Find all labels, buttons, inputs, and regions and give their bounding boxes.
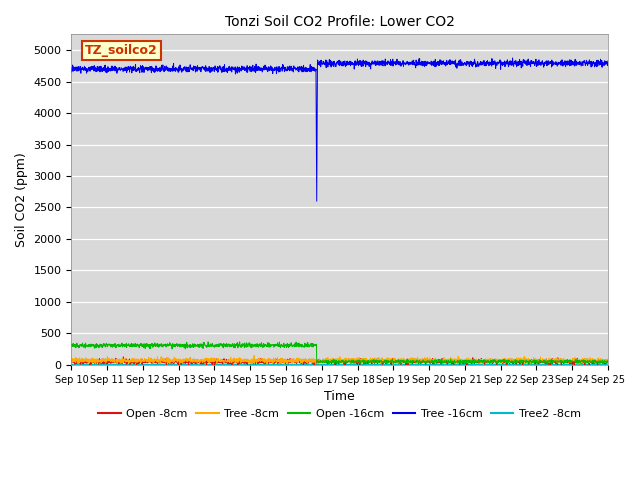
- Open -8cm: [356, 359, 364, 365]
- Legend: Open -8cm, Tree -8cm, Open -16cm, Tree -16cm, Tree2 -8cm: Open -8cm, Tree -8cm, Open -16cm, Tree -…: [94, 405, 586, 424]
- Tree2 -8cm: [355, 361, 363, 367]
- Tree -8cm: [355, 356, 363, 362]
- Open -16cm: [367, 359, 375, 365]
- Tree2 -8cm: [367, 362, 375, 368]
- Tree -16cm: [572, 61, 580, 67]
- Line: Open -16cm: Open -16cm: [72, 342, 608, 364]
- Line: Tree2 -8cm: Tree2 -8cm: [72, 364, 608, 365]
- Open -16cm: [68, 343, 76, 348]
- X-axis label: Time: Time: [324, 390, 355, 403]
- Open -8cm: [120, 354, 127, 360]
- Open -8cm: [218, 359, 225, 364]
- Tree -8cm: [604, 358, 612, 364]
- Open -8cm: [557, 358, 565, 364]
- Tree -16cm: [496, 60, 504, 65]
- Line: Tree -16cm: Tree -16cm: [72, 58, 608, 201]
- Open -8cm: [496, 360, 504, 366]
- Open -16cm: [557, 359, 565, 364]
- Open -16cm: [355, 359, 363, 365]
- Open -8cm: [68, 358, 76, 364]
- Tree -8cm: [367, 355, 375, 361]
- Line: Tree -8cm: Tree -8cm: [72, 356, 608, 364]
- Open -16cm: [604, 358, 612, 364]
- Tree2 -8cm: [496, 361, 504, 367]
- Tree -16cm: [68, 65, 76, 71]
- Open -16cm: [236, 339, 243, 345]
- Tree -8cm: [574, 361, 582, 367]
- Tree2 -8cm: [91, 361, 99, 367]
- Open -8cm: [572, 358, 580, 363]
- Tree -8cm: [572, 358, 580, 363]
- Tree -8cm: [217, 357, 225, 362]
- Open -8cm: [367, 360, 375, 365]
- Tree -8cm: [250, 353, 258, 359]
- Tree -16cm: [313, 198, 321, 204]
- Tree2 -8cm: [557, 362, 564, 368]
- Tree2 -8cm: [570, 362, 577, 368]
- Open -8cm: [604, 358, 612, 364]
- Open -16cm: [496, 359, 504, 364]
- Tree -16cm: [355, 62, 363, 68]
- Tree2 -8cm: [68, 361, 76, 367]
- Open -16cm: [572, 357, 580, 362]
- Tree -16cm: [509, 55, 516, 61]
- Tree2 -8cm: [604, 361, 612, 367]
- Tree -16cm: [217, 67, 225, 73]
- Tree -16cm: [557, 62, 565, 68]
- Tree2 -8cm: [572, 362, 580, 368]
- Tree -8cm: [68, 359, 76, 365]
- Open -16cm: [462, 361, 470, 367]
- Tree -16cm: [604, 58, 612, 64]
- Text: TZ_soilco2: TZ_soilco2: [85, 44, 157, 57]
- Y-axis label: Soil CO2 (ppm): Soil CO2 (ppm): [15, 152, 28, 247]
- Tree2 -8cm: [218, 361, 225, 367]
- Tree -16cm: [367, 61, 375, 67]
- Tree -8cm: [557, 356, 564, 361]
- Open -8cm: [86, 362, 93, 368]
- Open -16cm: [217, 342, 225, 348]
- Tree -8cm: [496, 359, 504, 364]
- Title: Tonzi Soil CO2 Profile: Lower CO2: Tonzi Soil CO2 Profile: Lower CO2: [225, 15, 454, 29]
- Line: Open -8cm: Open -8cm: [72, 357, 608, 365]
